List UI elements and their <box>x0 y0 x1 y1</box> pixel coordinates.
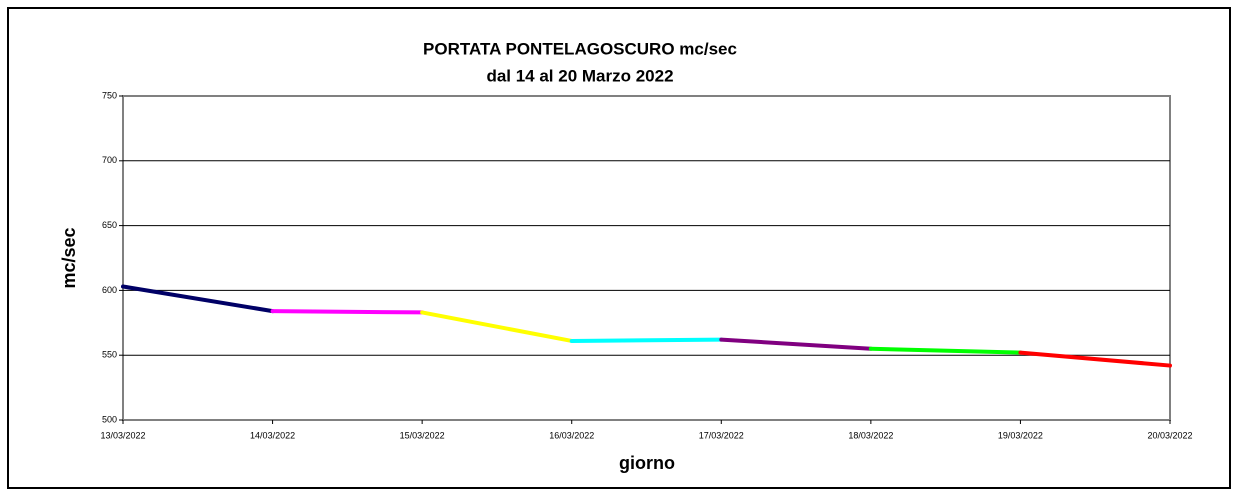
chart-subtitle: dal 14 al 20 Marzo 2022 <box>486 66 673 85</box>
y-axis-title: mc/sec <box>59 227 79 288</box>
x-tick-label: 19/03/2022 <box>998 430 1043 440</box>
line-segment <box>1018 350 1172 368</box>
y-tick-label: 700 <box>102 155 117 165</box>
x-tick-label: 20/03/2022 <box>1147 430 1192 440</box>
y-tick-label: 750 <box>102 90 117 100</box>
line-segment <box>868 346 1023 355</box>
y-tick-label: 600 <box>102 285 117 295</box>
line-segment <box>121 284 275 314</box>
x-tick-label: 16/03/2022 <box>549 430 594 440</box>
line-segment <box>569 337 724 343</box>
plot-area <box>122 95 1171 421</box>
chart-title: PORTATA PONTELAGOSCURO mc/sec <box>423 39 737 58</box>
y-tick-label: 500 <box>102 414 117 424</box>
x-tick-label: 17/03/2022 <box>699 430 744 440</box>
y-tick-label: 650 <box>102 220 117 230</box>
y-tick-label: 550 <box>102 350 117 360</box>
x-tick-label: 13/03/2022 <box>100 430 145 440</box>
line-segment <box>270 309 425 315</box>
x-tick-label: 14/03/2022 <box>250 430 295 440</box>
line-segment <box>719 337 873 351</box>
x-axis-title: giorno <box>619 453 675 473</box>
x-tick-label: 18/03/2022 <box>848 430 893 440</box>
x-tick-label: 15/03/2022 <box>400 430 445 440</box>
line-segment <box>420 310 574 343</box>
